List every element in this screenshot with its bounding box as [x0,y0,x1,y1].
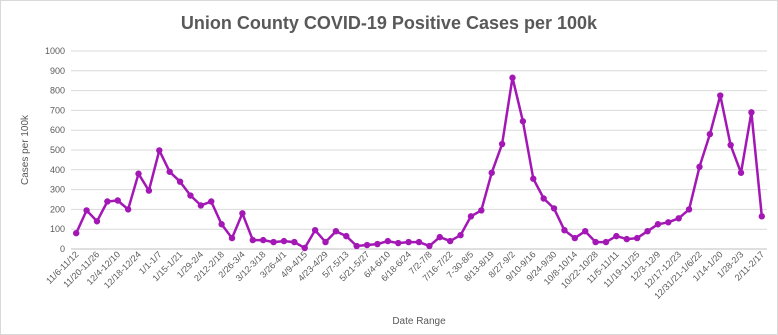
data-point [291,238,298,246]
y-tick-label: 1000 [45,46,65,56]
data-point [124,206,132,213]
y-tick-label: 100 [50,224,65,234]
data-point [114,197,121,204]
data-point [83,207,90,214]
data-point [685,206,693,213]
data-point [395,239,402,247]
data-point [343,232,350,240]
data-point [488,169,495,176]
data-point [197,202,205,209]
data-point [259,236,267,244]
data-point [187,192,194,199]
data-point [249,236,256,244]
y-tick-label: 400 [50,165,65,175]
y-tick-label: 900 [50,66,65,76]
data-point [571,234,579,242]
data-point [384,237,392,245]
data-point [633,234,641,242]
data-point [332,227,340,235]
data-point [156,147,163,154]
data-point [218,221,225,228]
y-tick-label: 200 [50,204,65,214]
data-point [436,233,443,241]
data-point [498,140,506,148]
data-point [280,237,288,245]
data-point [519,118,527,125]
data-point [582,227,589,235]
data-point [446,237,454,245]
data-point [426,242,433,250]
y-tick-label: 700 [50,105,65,115]
data-point [748,109,755,116]
data-point [311,226,319,234]
data-point [228,234,236,242]
data-point [467,213,475,220]
data-point [270,238,277,246]
y-tick-label: 0 [60,244,65,254]
data-point [737,169,745,176]
data-point [374,240,381,248]
data-point [613,232,620,240]
data-point [166,168,173,175]
data-point [696,163,703,171]
data-point [363,241,371,249]
data-point [561,226,568,234]
data-point [104,198,111,205]
data-point [239,210,246,217]
chart-title: Union County COVID-19 Positive Cases per… [180,13,598,33]
data-point [644,227,651,235]
y-tick-label: 500 [50,145,65,155]
data-point [550,205,558,212]
data-point [675,215,682,222]
data-point [727,141,734,149]
data-point [478,207,485,214]
y-tick-label: 800 [50,86,65,96]
data-point [72,229,80,237]
data-point [208,198,215,205]
data-point [135,170,142,177]
data-point [602,238,610,246]
data-point [509,74,516,81]
data-point [530,175,537,182]
data-point [717,92,724,99]
data-point [145,187,153,194]
y-tick-label: 600 [50,125,65,135]
data-point [540,195,547,202]
data-point [176,178,184,185]
data-point [758,213,766,220]
data-point [592,238,599,246]
y-axis-title: Cases per 100k [20,114,31,185]
data-point [93,218,101,225]
data-point [654,221,662,228]
data-point [706,130,714,138]
data-point [415,238,423,246]
data-point [457,231,464,239]
data-point [322,238,329,246]
data-point [301,244,308,252]
data-point [405,238,412,246]
x-axis-title: Date Range [392,316,446,327]
data-point [665,219,672,226]
y-tick-label: 300 [50,185,65,195]
data-point [353,242,360,250]
data-point [623,235,630,243]
